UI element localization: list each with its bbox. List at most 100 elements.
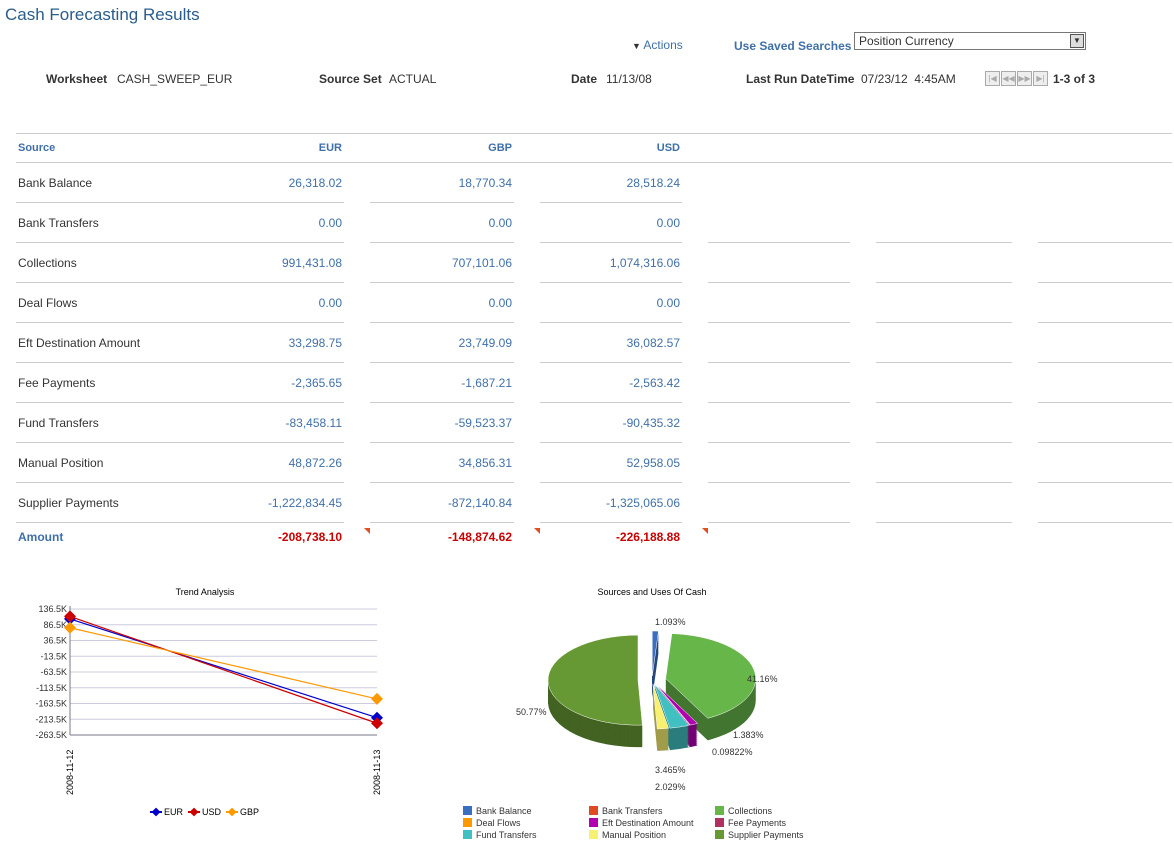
date-value: 11/13/08	[606, 72, 652, 86]
slice-label: 3.465%	[655, 765, 686, 775]
legend-swatch	[589, 818, 598, 827]
saved-searches-label: Use Saved Searches	[734, 39, 852, 53]
pie-slice-fee-payments	[654, 683, 691, 726]
cell-value[interactable]: -2,365.65	[218, 362, 344, 403]
series-line-eur	[69, 618, 378, 719]
legend-label: EUR	[164, 807, 184, 817]
legend-swatch	[589, 806, 598, 815]
row-source: Bank Balance	[16, 162, 218, 203]
cell-value[interactable]: 28,518.24	[540, 162, 682, 203]
cell-value[interactable]: -83,458.11	[218, 402, 344, 443]
col-eur: EUR	[218, 133, 344, 163]
cell-value[interactable]: 34,856.31	[370, 442, 514, 483]
table-row: Eft Destination Amount 33,298.75 23,749.09…	[16, 322, 1172, 363]
slice-label: 50.77%	[516, 707, 547, 717]
saved-searches-select[interactable]: Position Currency ▼	[854, 32, 1086, 50]
table-row: Supplier Payments -1,222,834.45 -872,140.8…	[16, 482, 1172, 523]
note-flag-icon[interactable]	[534, 527, 540, 534]
cell-value[interactable]: 23,749.09	[370, 322, 514, 363]
slice-label: 2.029%	[655, 782, 686, 792]
pie-slice-collections	[665, 633, 756, 719]
pie-slice-fund-transfers	[654, 683, 690, 729]
y-tick-label: 36.5K	[43, 636, 67, 646]
y-tick-label: -163.5K	[35, 699, 67, 709]
cell-value: -148,874.62	[447, 530, 512, 544]
next-page-icon[interactable]: ▶▶	[1017, 71, 1032, 86]
cell-value[interactable]: 0.00	[370, 282, 514, 323]
table-row: Deal Flows 0.00 0.00 0.00	[16, 282, 1172, 323]
cell-value: -226,188.88	[615, 530, 680, 544]
saved-search-value: Position Currency	[859, 34, 954, 48]
cell-value[interactable]: 0.00	[540, 282, 682, 323]
cell-value[interactable]: 0.00	[540, 202, 682, 243]
cell-value[interactable]: 0.00	[218, 282, 344, 323]
y-tick-label: -213.5K	[35, 714, 67, 724]
legend-marker-gbp	[226, 807, 238, 817]
table-header-row: Source EUR GBP USD	[16, 133, 1172, 163]
pie-chart: Sources and Uses Of Cash 1.093% 41.16% 1.38…	[463, 587, 804, 840]
legend-marker-eur	[150, 807, 162, 817]
cell-value[interactable]: 33,298.75	[218, 322, 344, 363]
dropdown-triangle-icon: ▼	[632, 41, 644, 51]
legend-label: Eft Destination Amount	[602, 818, 694, 828]
chevron-down-icon[interactable]: ▼	[1070, 34, 1084, 48]
cell-value[interactable]: 52,958.05	[540, 442, 682, 483]
pie-slice-manual-position	[652, 683, 669, 730]
legend-swatch	[463, 830, 472, 839]
cell-value[interactable]: -90,435.32	[540, 402, 682, 443]
legend-label: Supplier Payments	[728, 830, 804, 840]
cell-value[interactable]: 707,101.06	[370, 242, 514, 283]
y-tick-label: 136.5K	[38, 604, 67, 614]
table-row: Collections 991,431.08 707,101.06 1,074,316…	[16, 242, 1172, 283]
cell-value[interactable]: 26,318.02	[218, 162, 344, 203]
source-set-value: ACTUAL	[389, 72, 437, 86]
cell-value: -208,738.10	[277, 530, 342, 544]
first-page-icon[interactable]: |◀	[985, 71, 1000, 86]
y-tick-label: -263.5K	[35, 730, 67, 740]
cell-value[interactable]: -59,523.37	[370, 402, 514, 443]
cell-value[interactable]: -1,325,065.06	[540, 482, 682, 523]
col-source: Source	[16, 133, 218, 163]
total-row: Amount -208,738.10 -148,874.62 -226,188.88	[16, 523, 1172, 552]
table-row: Manual Position 48,872.26 34,856.31 52,958.…	[16, 442, 1172, 483]
cell-value[interactable]: -1,687.21	[370, 362, 514, 403]
cell-value[interactable]: -1,222,834.45	[218, 482, 344, 523]
row-source: Collections	[16, 242, 218, 283]
series-line-usd	[69, 615, 378, 724]
last-run-label: Last Run DateTime	[746, 72, 855, 86]
legend-label: GBP	[240, 807, 259, 817]
row-source: Fund Transfers	[16, 402, 218, 443]
row-source: Manual Position	[16, 442, 218, 483]
cell-value[interactable]: -872,140.84	[370, 482, 514, 523]
slice-label: 0.09822%	[712, 747, 753, 757]
actions-menu[interactable]: ▼ Actions	[632, 38, 683, 52]
cell-value[interactable]: 48,872.26	[218, 442, 344, 483]
cell-value[interactable]: -2,563.42	[540, 362, 682, 403]
y-tick-label: -13.5K	[40, 651, 67, 661]
worksheet-label: Worksheet	[46, 72, 108, 86]
note-flag-icon[interactable]	[364, 527, 370, 534]
last-page-icon[interactable]: ▶|	[1033, 71, 1048, 86]
legend-label: Fund Transfers	[476, 830, 537, 840]
pie-slice-supplier-payments	[547, 634, 643, 726]
cell-value[interactable]: 36,082.57	[540, 322, 682, 363]
table-row: Fee Payments -2,365.65 -1,687.21 -2,563.42	[16, 362, 1172, 403]
cell-value[interactable]: 1,074,316.06	[540, 242, 682, 283]
note-flag-icon[interactable]	[702, 527, 708, 534]
pie-slice-bank-balance	[652, 630, 659, 677]
cell-value[interactable]: 991,431.08	[218, 242, 344, 283]
legend-swatch	[463, 818, 472, 827]
cell-value[interactable]: 18,770.34	[370, 162, 514, 203]
legend-label: Bank Transfers	[602, 806, 663, 816]
table-row: Bank Transfers 0.00 0.00 0.00	[16, 202, 1172, 243]
legend-label: Fee Payments	[728, 818, 787, 828]
cell-value[interactable]: 0.00	[218, 202, 344, 243]
actions-label: Actions	[643, 38, 683, 52]
legend-label: Manual Position	[602, 830, 666, 840]
pie-slice-eft-destination-amount	[655, 683, 699, 726]
pager-count: 1-3 of 3	[1053, 72, 1096, 86]
prev-page-icon[interactable]: ◀◀	[1001, 71, 1016, 86]
legend-swatch	[589, 830, 598, 839]
legend-swatch	[463, 806, 472, 815]
cell-value[interactable]: 0.00	[370, 202, 514, 243]
